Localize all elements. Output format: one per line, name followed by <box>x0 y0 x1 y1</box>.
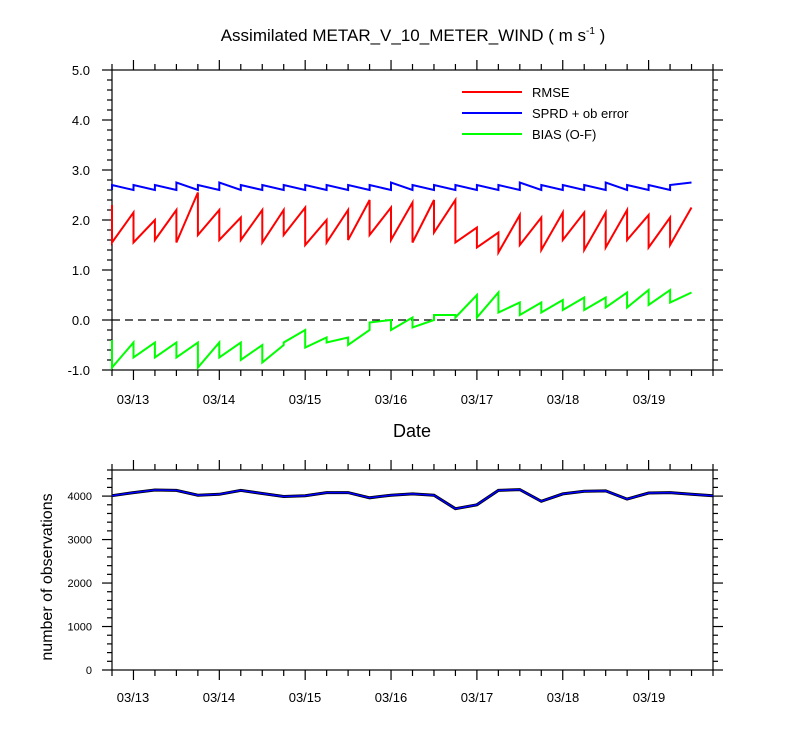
y-tick-label: 4.0 <box>72 113 90 128</box>
x-tick-label: 03/13 <box>117 690 150 705</box>
x-tick-label: 03/15 <box>289 690 322 705</box>
x-tick-label: 03/13 <box>117 392 150 407</box>
top-axis-ticks <box>102 60 723 380</box>
chart-title: Assimilated METAR_V_10_METER_WIND ( m s-… <box>221 26 606 45</box>
series-line <box>111 287 692 371</box>
y-tick-label: 1.0 <box>72 263 90 278</box>
y-tick-label: -1.0 <box>68 363 90 378</box>
x-tick-label: 03/16 <box>375 690 408 705</box>
y-tick-label: 2000 <box>68 578 92 590</box>
x-tick-label: 03/16 <box>375 392 408 407</box>
x-tick-label: 03/17 <box>461 690 494 705</box>
observation-count-line <box>111 488 714 510</box>
rmse-spread-bias-panel: Assimilated METAR_V_10_METER_WIND ( m s-… <box>68 26 723 441</box>
top-series <box>111 181 693 371</box>
x-tick-label: 03/18 <box>547 690 580 705</box>
x-tick-label: 03/15 <box>289 392 322 407</box>
y-tick-label: 1000 <box>68 622 92 634</box>
x-tick-label: 03/19 <box>633 690 666 705</box>
y-tick-label: 5.0 <box>72 63 90 78</box>
series-line <box>111 181 692 192</box>
observation-count-line <box>111 488 714 511</box>
y-tick-label: 0.0 <box>72 313 90 328</box>
bottom-series <box>111 488 714 511</box>
x-tick-label: 03/14 <box>203 392 236 407</box>
y-tick-label: 4000 <box>68 491 92 503</box>
x-tick-label: 03/14 <box>203 690 236 705</box>
bottom-plot-frame <box>111 469 714 671</box>
legend-label: RMSE <box>532 85 570 100</box>
x-tick-label: 03/18 <box>547 392 580 407</box>
bottom-axis-ticks <box>102 460 723 680</box>
x-axis-title: Date <box>393 421 431 441</box>
legend: RMSE SPRD + ob error BIAS (O-F) <box>462 85 629 142</box>
bottom-y-tick-labels: 0 1000 2000 3000 4000 <box>68 491 92 677</box>
x-tick-label: 03/19 <box>633 392 666 407</box>
top-x-tick-labels: 03/13 03/14 03/15 03/16 03/17 03/18 03/19 <box>117 392 666 407</box>
top-y-tick-labels: -1.0 0.0 1.0 2.0 3.0 4.0 5.0 <box>68 63 90 378</box>
legend-label: BIAS (O-F) <box>532 127 596 142</box>
y-axis-title-observations: number of observations <box>39 493 56 660</box>
y-tick-label: 3000 <box>68 535 92 547</box>
bottom-x-tick-labels: 03/13 03/14 03/15 03/16 03/17 03/18 03/19 <box>117 690 666 705</box>
y-tick-label: 2.0 <box>72 213 90 228</box>
y-tick-label: 0 <box>86 665 92 677</box>
y-tick-label: 3.0 <box>72 163 90 178</box>
legend-label: SPRD + ob error <box>532 106 629 121</box>
x-tick-label: 03/17 <box>461 392 494 407</box>
series-line <box>111 192 693 257</box>
